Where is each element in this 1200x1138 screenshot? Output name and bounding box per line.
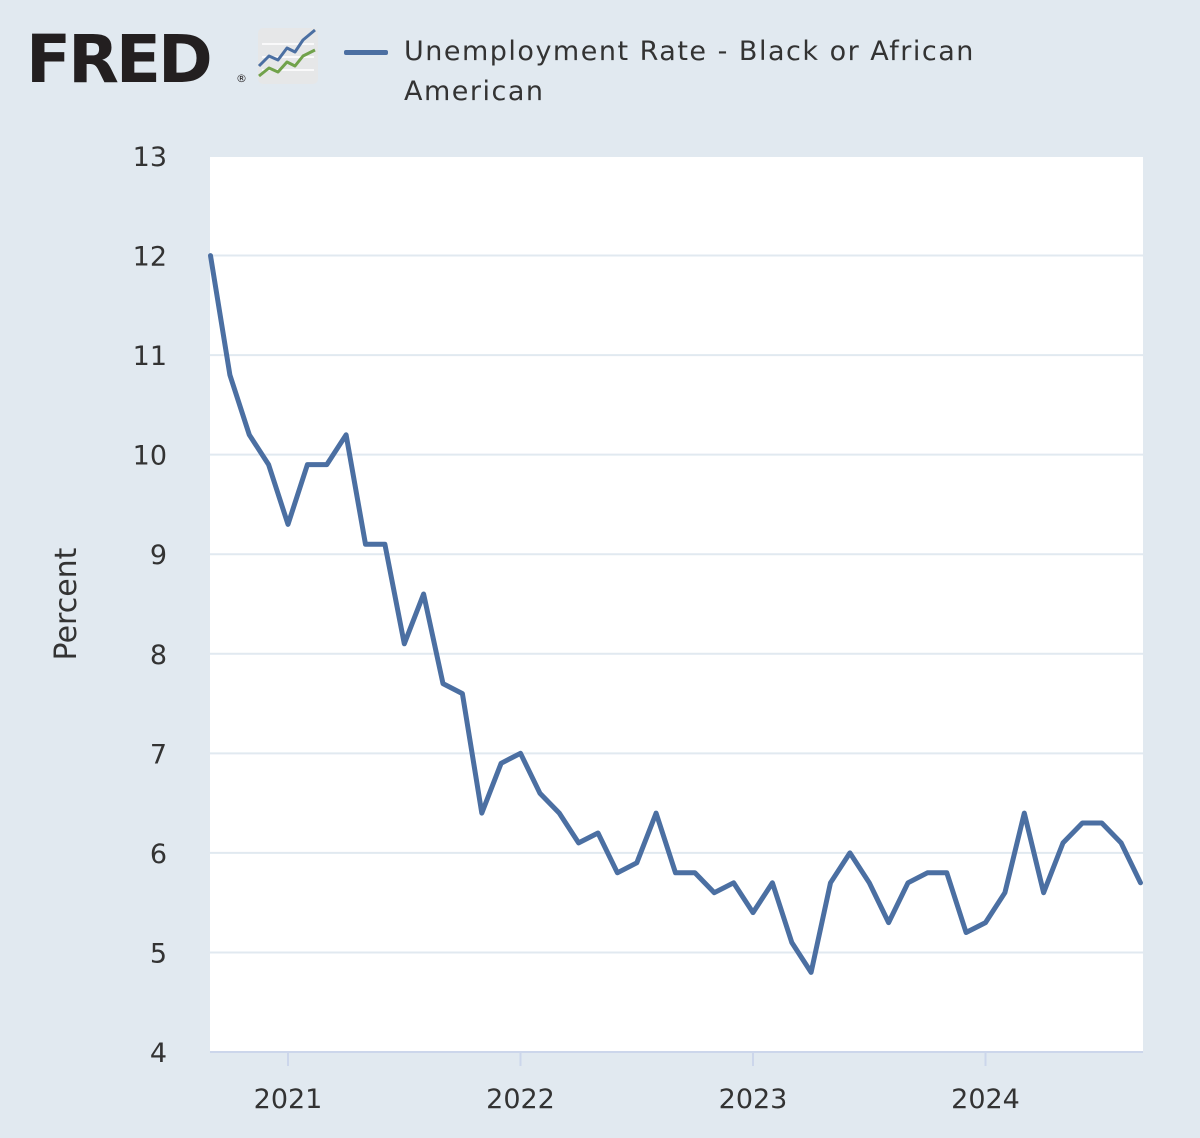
x-tick-label: 2024 bbox=[951, 1084, 1020, 1115]
y-tick-label: 13 bbox=[133, 142, 167, 173]
y-tick-label: 4 bbox=[150, 1038, 167, 1069]
y-tick-label: 9 bbox=[150, 540, 167, 571]
y-axis: 4 5 6 7 8 9 10 11 12 13 bbox=[133, 142, 167, 1069]
x-tick-label: 2021 bbox=[254, 1084, 323, 1115]
y-tick-label: 12 bbox=[133, 242, 167, 273]
y-tick-label: 10 bbox=[133, 441, 167, 472]
fred-trend-graph-icon bbox=[257, 28, 318, 84]
y-axis-title: Percent bbox=[49, 547, 84, 660]
x-axis: 2021 2022 2023 2024 bbox=[210, 1051, 1143, 1115]
series-layer bbox=[208, 253, 1143, 975]
registered-mark: ® bbox=[236, 72, 247, 85]
series-line bbox=[208, 253, 1143, 975]
y-tick-label: 11 bbox=[133, 341, 167, 372]
fred-wordmark: FRED bbox=[26, 24, 210, 92]
y-tick-label: 6 bbox=[150, 839, 167, 870]
plot-area bbox=[210, 156, 1143, 1052]
fred-logo: FRED ® bbox=[26, 24, 318, 92]
legend-swatch bbox=[344, 50, 388, 55]
gridlines bbox=[210, 155, 1143, 954]
x-tick-label: 2023 bbox=[719, 1084, 788, 1115]
y-tick-label: 5 bbox=[150, 938, 167, 969]
legend-series-label: Unemployment Rate - Black or African Ame… bbox=[404, 36, 975, 107]
y-tick-label: 8 bbox=[150, 640, 167, 671]
y-tick-label: 7 bbox=[150, 739, 167, 770]
x-tick-label: 2022 bbox=[486, 1084, 555, 1115]
